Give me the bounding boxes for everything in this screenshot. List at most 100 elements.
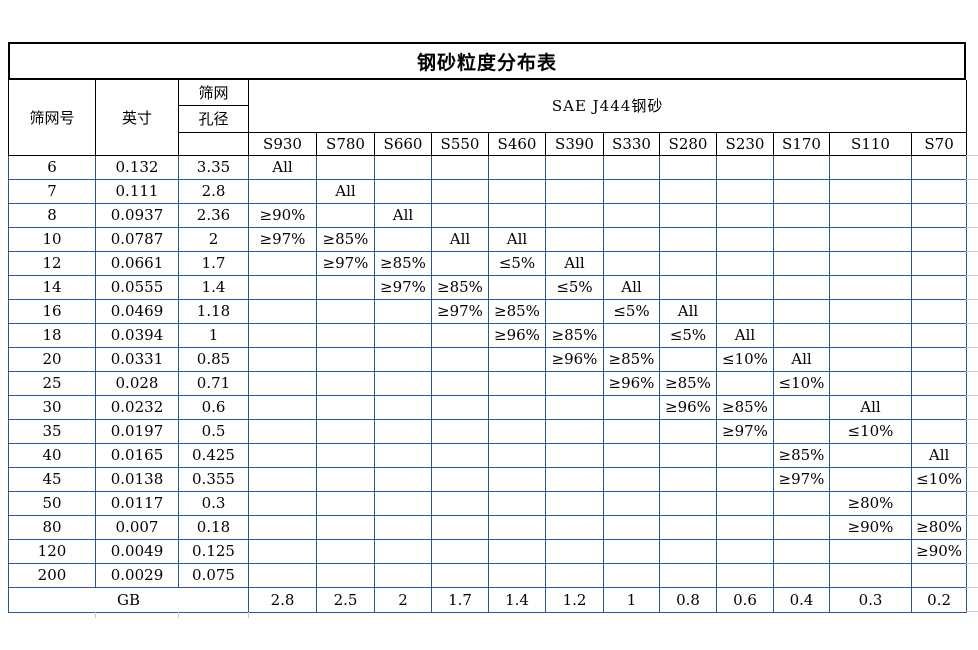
grade-header: S230	[716, 131, 774, 156]
grade-value-cell	[248, 538, 317, 564]
grade-header: S460	[488, 131, 546, 156]
grade-value-cell: ≥97%	[316, 250, 375, 276]
gb-value-cell: 1	[603, 586, 660, 613]
gridline-stub	[248, 612, 249, 618]
grade-value-cell: ≤10%	[716, 346, 774, 372]
mesh-number-cell: 8	[8, 202, 96, 228]
grade-value-cell: All	[488, 226, 546, 252]
grade-value-cell	[773, 418, 830, 444]
gb-value-cell: 0.6	[716, 586, 774, 613]
grade-value-cell	[248, 322, 317, 348]
grade-value-cell	[431, 370, 489, 396]
grade-value-cell	[248, 250, 317, 276]
grade-value-cell	[659, 466, 717, 492]
grade-value-cell	[488, 370, 546, 396]
grade-value-cell: ≤5%	[659, 322, 717, 348]
grade-value-cell: ≥80%	[829, 490, 912, 516]
inch-cell: 0.007	[95, 514, 179, 540]
gb-value-cell: 2.5	[316, 586, 375, 613]
grade-value-cell	[431, 562, 489, 588]
grade-value-cell	[603, 322, 660, 348]
aperture-cell: 1.7	[178, 250, 249, 276]
grade-value-cell: ≥85%	[374, 250, 432, 276]
grade-value-cell	[659, 202, 717, 228]
grade-value-cell	[829, 562, 912, 588]
grade-value-cell	[488, 514, 546, 540]
mesh-number-cell: 200	[8, 562, 96, 588]
grade-value-cell	[910, 274, 968, 300]
grade-value-cell: ≥85%	[773, 442, 830, 468]
grade-value-cell	[716, 202, 774, 228]
table-row: 18 0.0394 1 ≥96% ≥85% ≤5% All	[8, 322, 968, 348]
data-rows: 6 0.132 3.35 All 7 0.111 2.8 All 8 0.0937 2.36 ≥90%…	[8, 154, 968, 588]
aperture-cell: 2.8	[178, 178, 249, 204]
grade-value-cell	[316, 298, 375, 324]
grade-value-cell	[773, 226, 830, 252]
grade-value-cell	[829, 178, 912, 204]
grade-value-cell	[659, 418, 717, 444]
grade-header: S280	[659, 131, 717, 156]
grade-value-cell	[910, 346, 968, 372]
grade-value-cell	[829, 346, 912, 372]
grade-value-cell	[716, 274, 774, 300]
table-header: 筛网号 英寸 筛网 SAE J444钢砂 孔径 S930 S780 S660 S550…	[8, 80, 968, 156]
gridline-stub	[966, 515, 978, 516]
grade-value-cell: ≥96%	[545, 346, 604, 372]
inch-cell: 0.028	[95, 370, 179, 396]
inch-cell: 0.0197	[95, 418, 179, 444]
gridline-stub	[966, 539, 978, 540]
grade-value-cell	[910, 226, 968, 252]
grade-value-cell: ≥97%	[431, 298, 489, 324]
grade-value-cell: ≥96%	[659, 394, 717, 420]
grade-value-cell	[431, 346, 489, 372]
grade-value-cell	[488, 466, 546, 492]
grade-value-cell	[316, 466, 375, 492]
grade-value-cell	[374, 442, 432, 468]
grade-value-cell	[659, 226, 717, 252]
grade-value-cell	[316, 370, 375, 396]
grade-value-cell	[316, 538, 375, 564]
grade-value-cell: ≥90%	[829, 514, 912, 540]
grade-value-cell	[248, 370, 317, 396]
grade-value-cell	[716, 562, 774, 588]
mesh-number-cell: 6	[8, 154, 96, 180]
inch-cell: 0.0138	[95, 466, 179, 492]
gridline-stub	[966, 467, 978, 468]
grade-value-cell	[374, 178, 432, 204]
grade-value-cell	[659, 346, 717, 372]
grade-value-cell	[829, 202, 912, 228]
grade-value-cell	[374, 370, 432, 396]
grade-value-cell: All	[910, 442, 968, 468]
grade-value-cell: All	[545, 250, 604, 276]
aperture-cell: 0.85	[178, 346, 249, 372]
grade-value-cell	[488, 274, 546, 300]
grade-value-cell	[431, 394, 489, 420]
grade-value-cell	[545, 418, 604, 444]
inch-cell: 0.0787	[95, 226, 179, 252]
gb-value-cell: 0.8	[659, 586, 717, 613]
grade-value-cell	[316, 274, 375, 300]
grade-value-cell	[910, 394, 968, 420]
grade-value-cell	[545, 298, 604, 324]
grade-value-cell	[431, 250, 489, 276]
inch-cell: 0.132	[95, 154, 179, 180]
grade-value-cell	[716, 370, 774, 396]
grade-value-cell	[603, 394, 660, 420]
grade-value-cell	[316, 202, 375, 228]
grade-value-cell	[248, 562, 317, 588]
grade-value-cell: ≥85%	[545, 322, 604, 348]
grade-value-cell	[829, 274, 912, 300]
grade-value-cell	[773, 538, 830, 564]
inch-cell: 0.0469	[95, 298, 179, 324]
gridline-stub	[966, 419, 978, 420]
gridline-stub	[966, 299, 978, 300]
grade-value-cell	[431, 322, 489, 348]
grade-value-cell	[316, 418, 375, 444]
grade-value-cell	[716, 490, 774, 516]
aperture-cell: 0.125	[178, 538, 249, 564]
aperture-cell: 0.355	[178, 466, 249, 492]
grade-value-cell: ≥97%	[374, 274, 432, 300]
mesh-number-cell: 25	[8, 370, 96, 396]
gb-value-cell: 0.3	[829, 586, 912, 613]
grade-value-cell	[716, 538, 774, 564]
